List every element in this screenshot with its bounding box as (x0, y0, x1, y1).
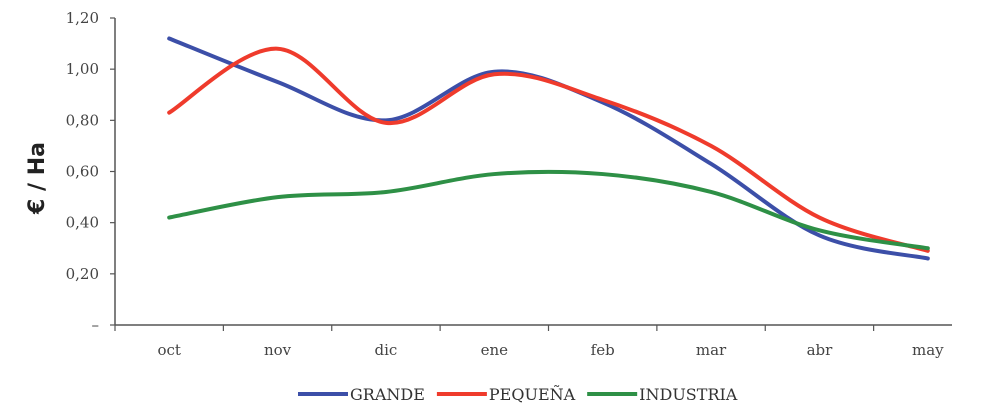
x-tick-label: may (912, 341, 944, 359)
y-tick-label: 0,20 (66, 265, 99, 283)
legend-label-peque-a: PEQUEÑA (489, 384, 576, 404)
x-tick-label: dic (375, 341, 398, 359)
y-tick-label: 0,80 (66, 111, 99, 129)
legend: GRANDE PEQUEÑA INDUSTRIA (298, 384, 738, 404)
legend-label-grande: GRANDE (350, 385, 425, 404)
x-tick-label: feb (591, 341, 615, 359)
y-axis-label: € / Ha (25, 142, 50, 215)
series-line-peque-a (167, 46, 930, 253)
y-tick-label: – (92, 316, 100, 334)
series-line-industria (167, 169, 930, 251)
x-tick-label: ene (481, 341, 509, 359)
x-tick-label: oct (157, 341, 180, 359)
y-tick-label: 0,60 (66, 163, 99, 181)
y-tick-label: 0,40 (66, 214, 99, 232)
series-lines (167, 36, 930, 261)
x-tick-label: abr (807, 341, 834, 359)
x-tick-label: nov (264, 341, 292, 359)
x-axis: oct nov dic ene feb mar abr may (114, 324, 952, 359)
x-tick-label: mar (696, 341, 727, 359)
legend-label-industria: INDUSTRIA (639, 385, 738, 404)
series-line-grande (167, 36, 930, 261)
y-tick-label: 1,20 (66, 9, 99, 27)
y-tick-label: 1,00 (66, 60, 99, 78)
y-axis: – 0,20 0,40 0,60 0,80 1,00 1,20 (66, 9, 116, 334)
